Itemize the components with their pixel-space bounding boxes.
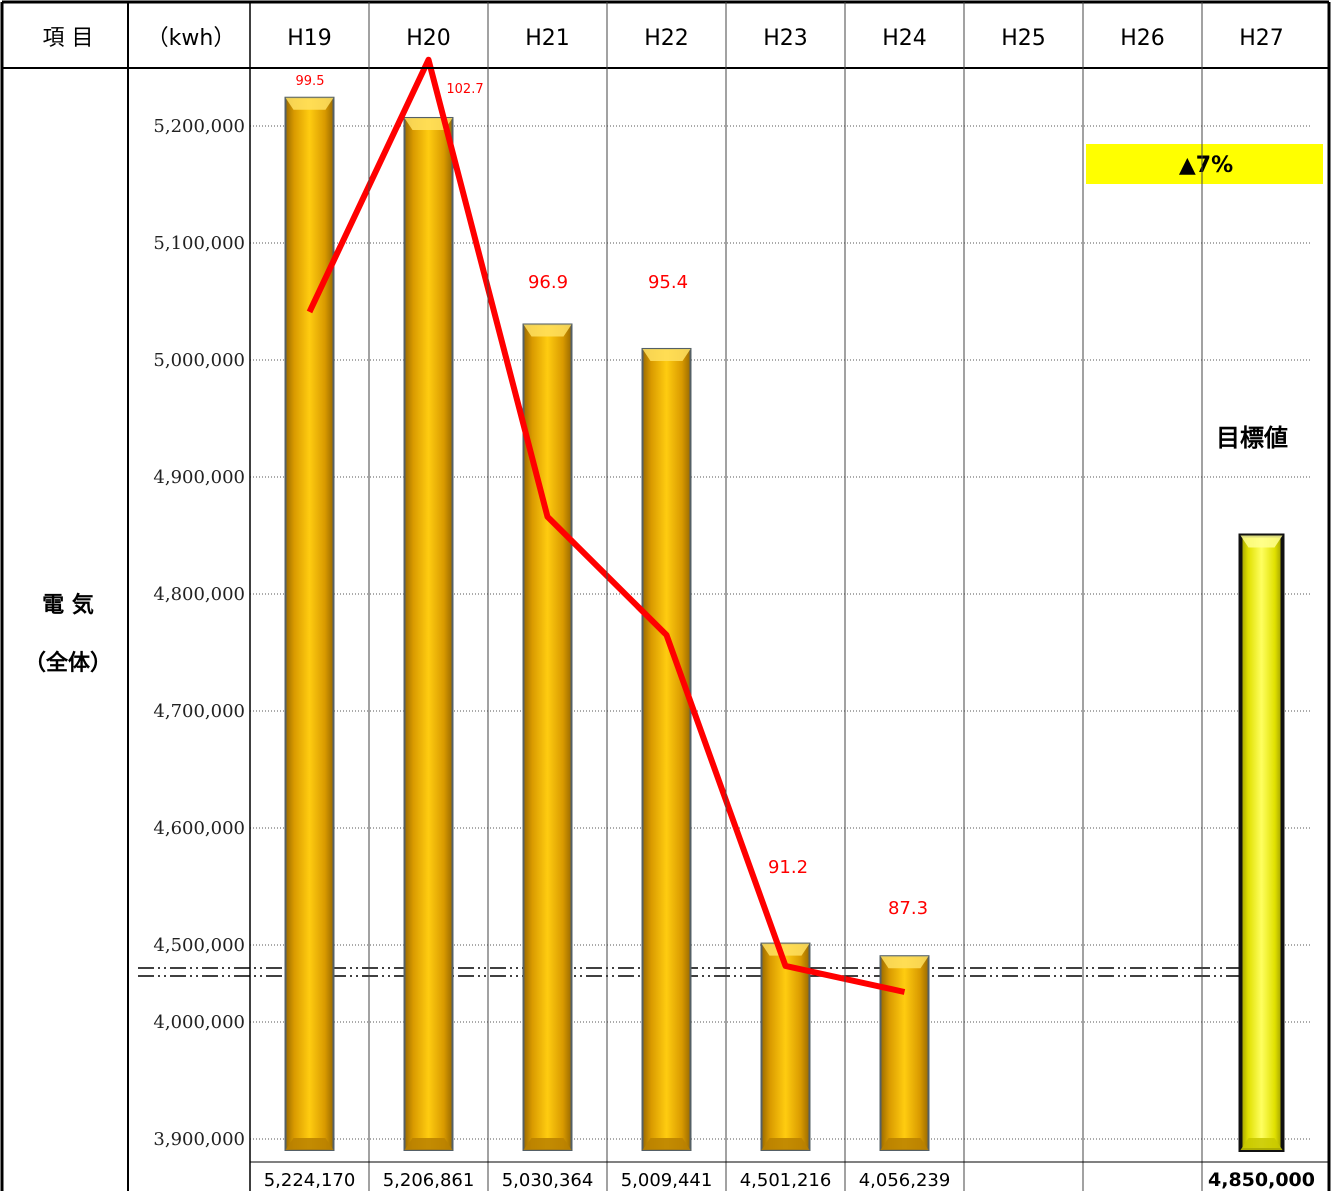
y-tick-label: 4,900,000 — [153, 467, 245, 488]
reduction-box — [1086, 144, 1323, 184]
bar-H23 — [760, 942, 811, 1151]
bar-value-label: 4,850,000 — [1208, 1169, 1315, 1191]
ratio-label: 95.4 — [648, 272, 688, 293]
row-label-total: （全体） — [24, 650, 112, 676]
bar-H27 — [1238, 533, 1285, 1152]
y-tick-label: 4,600,000 — [153, 818, 245, 839]
y-tick-label: 5,100,000 — [153, 233, 245, 254]
labels: 5,224,170 5,206,861 5,030,364 5,009,441 4,50… — [264, 1169, 1315, 1191]
y-tick-label: 3,900,000 — [153, 1129, 245, 1150]
row-label-electricity: 電 気 — [42, 592, 94, 618]
ratio-label: 102.7 — [446, 82, 483, 97]
bar-H19 — [284, 96, 335, 1152]
header-unit-label: （kwh） — [147, 26, 236, 51]
ratio-label: 91.2 — [768, 857, 808, 878]
header-H23: H23 — [763, 26, 808, 51]
header-H24: H24 — [882, 26, 927, 51]
y-tick-label: 4,800,000 — [153, 584, 245, 605]
y-tick-label: 4,000,000 — [153, 1012, 245, 1033]
y-tick-label: 5,000,000 — [153, 350, 245, 371]
y-tick-label: 5,200,000 — [153, 116, 245, 137]
bar-value-label: 4,501,216 — [740, 1170, 832, 1191]
bar-value-label: 5,206,861 — [383, 1170, 475, 1191]
header-H22: H22 — [644, 26, 689, 51]
header-H27: H27 — [1239, 26, 1284, 51]
header-item-label: 項 目 — [43, 26, 94, 51]
target-tag: 目標値 — [1216, 424, 1288, 452]
header-H20: H20 — [406, 26, 451, 51]
bar-H22 — [641, 347, 692, 1151]
bar-value-label: 5,224,170 — [264, 1170, 356, 1191]
ratio-label: 99.5 — [296, 74, 325, 89]
ratio-label: 96.9 — [528, 272, 568, 293]
bar-value-label: 5,030,364 — [502, 1170, 594, 1191]
bar-H20 — [403, 116, 454, 1151]
bar-H21 — [522, 323, 573, 1151]
bar-value-label: 5,009,441 — [621, 1170, 713, 1191]
ratio-label: 87.3 — [888, 898, 928, 919]
bar-value-label: 4,056,239 — [859, 1170, 951, 1191]
y-tick-label: 4,500,000 — [153, 935, 245, 956]
header-H19: H19 — [287, 26, 332, 51]
reduction-label: ▲7% — [1179, 153, 1233, 178]
header-H25: H25 — [1001, 26, 1046, 51]
header-H21: H21 — [525, 26, 570, 51]
ratio-line: 99.5 102.7 96.9 95.4 91.2 87.3 — [296, 56, 928, 995]
grid-lines: 3,900,000 4,000,000 4,500,000 4,600,000 4,70… — [153, 116, 1310, 1150]
y-tick-label: 4,700,000 — [153, 701, 245, 722]
header-H26: H26 — [1120, 26, 1165, 51]
header-categories: H19 H20 H21 H22 H23 H24 H25 H26 H27 — [287, 26, 1284, 51]
bars — [284, 96, 1285, 1152]
